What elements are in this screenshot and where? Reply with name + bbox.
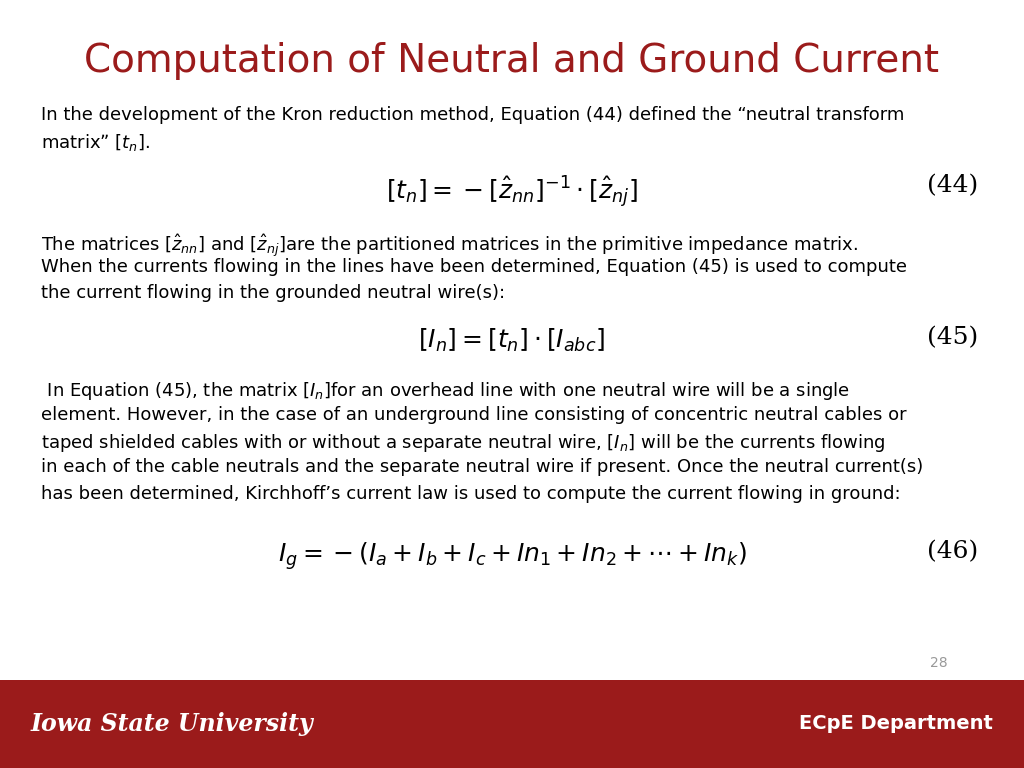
- Text: taped shielded cables with or without a separate neutral wire, $[I_n]$ will be t: taped shielded cables with or without a …: [41, 432, 886, 455]
- Text: In the development of the Kron reduction method, Equation (44) defined the “neut: In the development of the Kron reduction…: [41, 106, 904, 124]
- Text: The matrices $[\hat{z}_{nn}]$ and $[\hat{z}_{nj}]$are the partitioned matrices i: The matrices $[\hat{z}_{nn}]$ and $[\hat…: [41, 232, 858, 259]
- Text: When the currents flowing in the lines have been determined, Equation (45) is us: When the currents flowing in the lines h…: [41, 258, 907, 276]
- Text: 28: 28: [930, 657, 947, 670]
- Text: the current flowing in the grounded neutral wire(s):: the current flowing in the grounded neut…: [41, 284, 505, 302]
- Text: $[t_n] = -[\hat{z}_{nn}]^{-1} \cdot [\hat{z}_{nj}]$: $[t_n] = -[\hat{z}_{nn}]^{-1} \cdot [\ha…: [386, 174, 638, 210]
- Text: in each of the cable neutrals and the separate neutral wire if present. Once the: in each of the cable neutrals and the se…: [41, 458, 924, 476]
- Text: In Equation (45), the matrix $[I_n]$for an overhead line with one neutral wire w: In Equation (45), the matrix $[I_n]$for …: [41, 380, 850, 402]
- Text: $[I_n] = [t_n] \cdot [I_{abc}]$: $[I_n] = [t_n] \cdot [I_{abc}]$: [419, 326, 605, 353]
- Text: (44): (44): [927, 174, 978, 197]
- Text: (45): (45): [927, 326, 978, 349]
- Text: has been determined, Kirchhoff’s current law is used to compute the current flow: has been determined, Kirchhoff’s current…: [41, 485, 900, 502]
- Text: (46): (46): [927, 540, 978, 563]
- Text: Computation of Neutral and Ground Current: Computation of Neutral and Ground Curren…: [85, 42, 939, 80]
- Text: $I_g = -(I_a + I_b + I_c + In_1 + In_2 + \cdots + In_k)$: $I_g = -(I_a + I_b + I_c + In_1 + In_2 +…: [278, 540, 746, 571]
- Text: matrix” [$t_n$].: matrix” [$t_n$].: [41, 132, 151, 153]
- Text: Iowa State University: Iowa State University: [31, 712, 313, 736]
- Text: element. However, in the case of an underground line consisting of concentric ne: element. However, in the case of an unde…: [41, 406, 906, 424]
- Text: ECpE Department: ECpE Department: [800, 714, 993, 733]
